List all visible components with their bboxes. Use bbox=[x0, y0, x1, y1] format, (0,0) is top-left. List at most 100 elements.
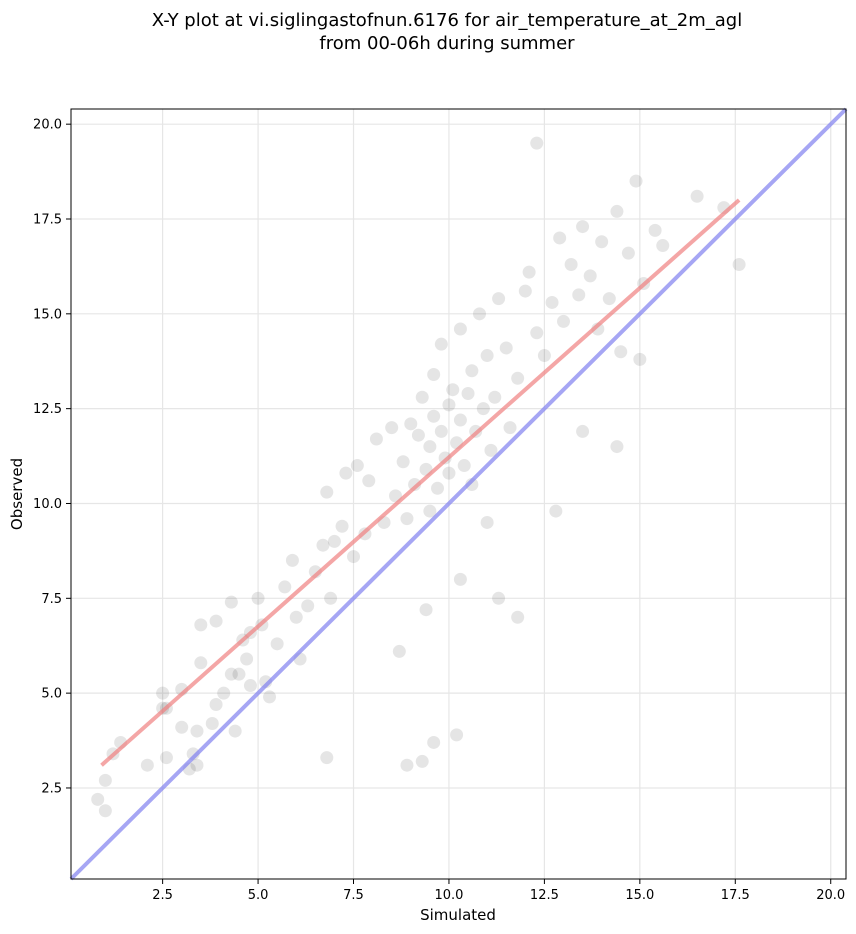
data-point bbox=[583, 269, 597, 283]
y-tick-label: 10.0 bbox=[33, 497, 62, 512]
data-point bbox=[690, 189, 704, 203]
x-tick-label: 2.5 bbox=[152, 888, 173, 903]
data-point bbox=[232, 667, 246, 681]
data-point bbox=[217, 686, 231, 700]
data-point bbox=[492, 591, 506, 605]
data-point bbox=[427, 409, 441, 423]
regression-line bbox=[100, 198, 741, 767]
data-point bbox=[408, 478, 422, 492]
data-point bbox=[285, 553, 299, 567]
data-point bbox=[503, 421, 517, 435]
x-tick-label: 5.0 bbox=[248, 888, 269, 903]
data-point bbox=[453, 572, 467, 586]
data-point bbox=[339, 466, 353, 480]
data-point bbox=[549, 504, 563, 518]
grid-lines bbox=[71, 109, 846, 879]
y-tick-label: 7.5 bbox=[41, 592, 62, 607]
data-point bbox=[465, 364, 479, 378]
data-point bbox=[362, 474, 376, 488]
data-point bbox=[446, 383, 460, 397]
data-point bbox=[648, 223, 662, 237]
data-point bbox=[263, 690, 277, 704]
data-point bbox=[320, 485, 334, 499]
data-point bbox=[400, 758, 414, 772]
data-point bbox=[480, 515, 494, 529]
data-point bbox=[556, 314, 570, 328]
x-tick-label: 17.5 bbox=[721, 888, 750, 903]
x-tick-label: 10.0 bbox=[434, 888, 463, 903]
data-point bbox=[327, 534, 341, 548]
data-point bbox=[194, 656, 208, 670]
data-point bbox=[621, 246, 635, 260]
data-point bbox=[209, 698, 223, 712]
data-point bbox=[316, 538, 330, 552]
data-point bbox=[289, 610, 303, 624]
data-point bbox=[240, 652, 254, 666]
data-point bbox=[576, 424, 590, 438]
y-tick-label: 5.0 bbox=[41, 687, 62, 702]
x-axis-label: Simulated bbox=[420, 906, 496, 924]
data-point bbox=[385, 421, 399, 435]
scatter-points bbox=[91, 136, 746, 818]
data-point bbox=[423, 504, 437, 518]
x-tick-label: 20.0 bbox=[816, 888, 845, 903]
data-point bbox=[484, 443, 498, 457]
data-point bbox=[450, 728, 464, 742]
x-tick-label: 15.0 bbox=[625, 888, 654, 903]
data-point bbox=[419, 603, 433, 617]
data-point bbox=[270, 637, 284, 651]
x-axis-ticks: 2.5 5.0 7.5 10.0 12.5 15.0 17.5 20.0 bbox=[152, 879, 845, 903]
data-point bbox=[194, 618, 208, 632]
data-point bbox=[595, 235, 609, 249]
data-point bbox=[251, 591, 265, 605]
data-point bbox=[511, 371, 525, 385]
data-point bbox=[511, 610, 525, 624]
data-point bbox=[431, 481, 445, 495]
data-point bbox=[98, 804, 112, 818]
data-point bbox=[98, 773, 112, 787]
data-point bbox=[656, 239, 670, 253]
data-point bbox=[442, 398, 456, 412]
data-point bbox=[324, 591, 338, 605]
data-point bbox=[530, 136, 544, 150]
data-point bbox=[537, 349, 551, 363]
data-point bbox=[415, 390, 429, 404]
data-point bbox=[602, 292, 616, 306]
data-point bbox=[347, 550, 361, 564]
data-point bbox=[228, 724, 242, 738]
data-point bbox=[488, 390, 502, 404]
data-point bbox=[427, 368, 441, 382]
data-point bbox=[461, 386, 475, 400]
data-point bbox=[610, 440, 624, 454]
y-tick-label: 15.0 bbox=[33, 307, 62, 322]
data-point bbox=[205, 716, 219, 730]
data-point bbox=[453, 413, 467, 427]
data-point bbox=[434, 424, 448, 438]
reference-lines bbox=[69, 107, 848, 881]
data-point bbox=[633, 352, 647, 366]
y-tick-label: 12.5 bbox=[33, 402, 62, 417]
data-point bbox=[278, 580, 292, 594]
chart-subtitle: from 00-06h during summer bbox=[319, 33, 575, 54]
data-point bbox=[350, 459, 364, 473]
data-point bbox=[629, 174, 643, 188]
x-tick-label: 12.5 bbox=[530, 888, 559, 903]
data-point bbox=[518, 284, 532, 298]
data-point bbox=[243, 679, 257, 693]
data-point bbox=[190, 758, 204, 772]
data-point bbox=[472, 307, 486, 321]
data-point bbox=[499, 341, 513, 355]
data-point bbox=[190, 724, 204, 738]
x-tick-label: 7.5 bbox=[343, 888, 364, 903]
data-point bbox=[400, 512, 414, 526]
data-point bbox=[91, 792, 105, 806]
data-point bbox=[545, 295, 559, 309]
data-point bbox=[392, 644, 406, 658]
y-tick-label: 2.5 bbox=[41, 781, 62, 796]
data-point bbox=[564, 258, 578, 272]
y-axis-label: Observed bbox=[8, 458, 26, 530]
y-tick-label: 17.5 bbox=[33, 213, 62, 228]
data-point bbox=[434, 337, 448, 351]
data-point bbox=[320, 751, 334, 765]
